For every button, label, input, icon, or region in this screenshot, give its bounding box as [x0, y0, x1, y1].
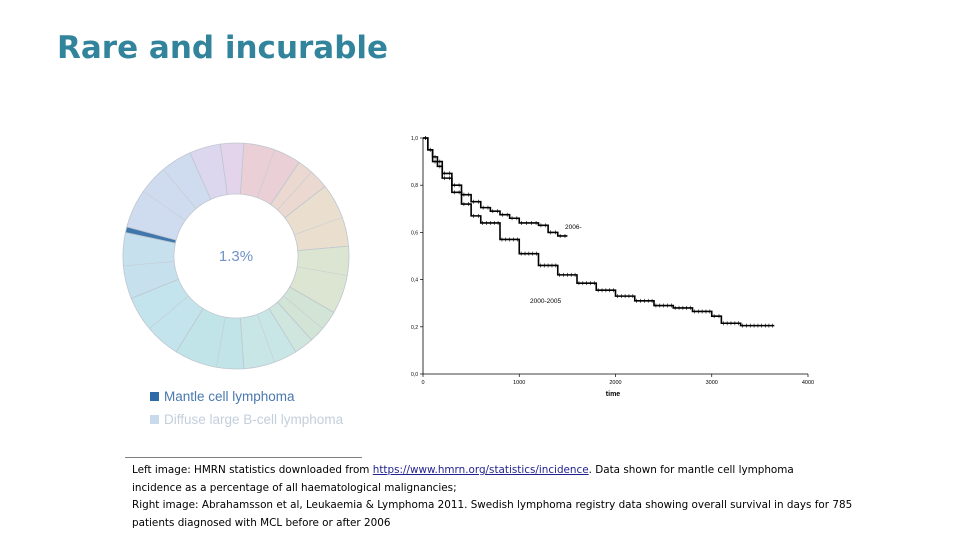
y-tick-label: 1,0: [411, 136, 418, 142]
legend-label: Diffuse large B-cell lymphoma: [164, 412, 344, 427]
x-tick-label: 4000: [802, 380, 814, 386]
donut-divider: [143, 190, 186, 221]
y-tick-label: 0,6: [411, 230, 418, 236]
slide-title: Rare and incurable: [57, 30, 389, 66]
x-axis-label: time: [606, 391, 621, 398]
series-line-0: [423, 137, 568, 237]
caption-text: . Data shown for mantle cell lymphoma: [588, 464, 794, 476]
legend-item-dlbcl: Diffuse large B-cell lymphoma: [150, 408, 343, 431]
chart-series: [423, 136, 775, 328]
chart-axes: 0,0 0,2 0,4 0,6 0,8 1,0 0 1000 2000 3000 4000: [411, 136, 814, 386]
donut-divider: [216, 317, 226, 368]
series-label-2000-2005: 2000-2005: [530, 298, 561, 305]
donut-divider: [256, 149, 275, 198]
legend-swatch: [150, 415, 159, 424]
series-label-2006: 2006-: [565, 224, 582, 231]
y-tick-label: 0,8: [411, 183, 418, 189]
caption-line-4: patients diagnosed with MCL before or af…: [132, 516, 391, 529]
y-tick-label: 0,2: [411, 325, 418, 331]
x-tick-label: 0: [421, 380, 424, 386]
x-tick-label: 3000: [706, 380, 718, 386]
legend-label: Mantle cell lymphoma: [164, 389, 295, 404]
hmrn-link[interactable]: https://www.hmrn.org/statistics/incidenc…: [372, 464, 589, 476]
y-tick-label: 0,4: [411, 278, 418, 284]
x-tick-label: 2000: [609, 380, 621, 386]
series-line-1: [423, 137, 775, 327]
caption-line-1: Left image: HMRN statistics downloaded f…: [132, 462, 932, 480]
donut-svg: [122, 142, 350, 370]
caption: Left image: HMRN statistics downloaded f…: [132, 462, 932, 532]
y-tick-label: 0,0: [411, 372, 418, 378]
donut-divider: [297, 266, 348, 276]
donut-divider: [283, 295, 323, 329]
caption-text: Left image: HMRN statistics downloaded f…: [132, 464, 373, 476]
caption-divider: [125, 457, 362, 458]
donut-divider: [277, 171, 312, 211]
donut-segment: [219, 142, 245, 196]
donut-divider: [163, 169, 197, 209]
x-tick-label: 1000: [513, 380, 525, 386]
legend-item-mcl: Mantle cell lymphoma: [150, 385, 343, 408]
donut-chart: 1.3%: [120, 140, 352, 372]
caption-line-3: Right image: Abrahamsson et al, Leukaemi…: [132, 499, 853, 511]
donut-divider: [294, 217, 343, 236]
donut-legend: Mantle cell lymphoma Diffuse large B-cel…: [150, 385, 343, 431]
caption-line-2: incidence as a percentage of all haemato…: [132, 481, 457, 494]
legend-swatch: [150, 392, 159, 401]
donut-divider: [256, 314, 275, 363]
donut-divider: [123, 261, 175, 267]
donut-divider: [149, 295, 189, 329]
survival-chart: 0,0 0,2 0,4 0,6 0,8 1,0 0 1000 2000 3000 4000 time…: [411, 136, 814, 398]
